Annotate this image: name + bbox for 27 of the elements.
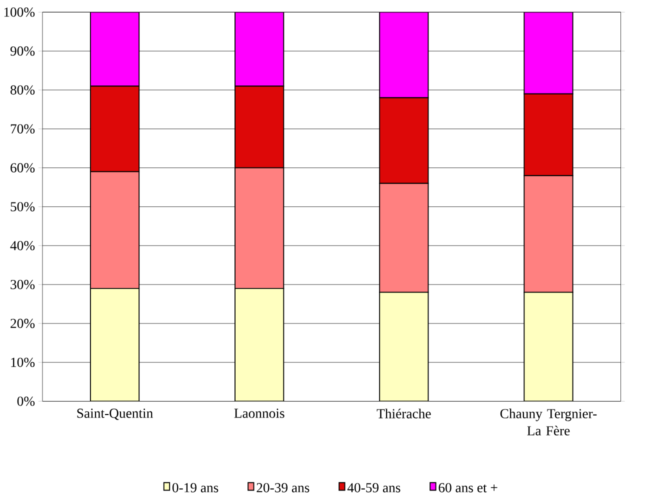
bar bbox=[379, 292, 429, 402]
bar bbox=[90, 288, 140, 402]
x-tick-label: Laonnois bbox=[234, 408, 284, 418]
y-tick-label: 10% bbox=[11, 358, 35, 367]
bar bbox=[234, 12, 284, 86]
x-tick-label: Saint-Quentin bbox=[77, 408, 153, 420]
legend-label: 60 ans et + bbox=[438, 482, 498, 492]
bar bbox=[524, 12, 574, 94]
y-tick-label: 50% bbox=[10, 202, 35, 212]
y-tick-label: 80% bbox=[10, 85, 35, 94]
bar bbox=[234, 288, 284, 402]
y-tick-label: 40% bbox=[10, 240, 35, 250]
y-tick-label: 0% bbox=[17, 396, 35, 406]
legend-label: 0-19 ans bbox=[172, 482, 218, 492]
legend-label: 20-39 ans bbox=[256, 482, 310, 492]
y-tick-label: 100% bbox=[4, 7, 35, 17]
x-tick-label: Chauny Tergnier-La Fère bbox=[500, 408, 597, 436]
x-tick-label: Thiérache bbox=[376, 408, 431, 418]
legend-label: 40-59 ans bbox=[347, 482, 400, 492]
y-tick-label: 30% bbox=[10, 280, 35, 289]
y-tick-label: 70% bbox=[10, 124, 35, 134]
bar bbox=[90, 12, 140, 86]
bar bbox=[524, 292, 574, 402]
y-tick-label: 90% bbox=[10, 46, 35, 56]
bar bbox=[379, 12, 429, 98]
y-tick-label: 60% bbox=[10, 162, 35, 172]
y-tick-label: 20% bbox=[10, 318, 35, 328]
